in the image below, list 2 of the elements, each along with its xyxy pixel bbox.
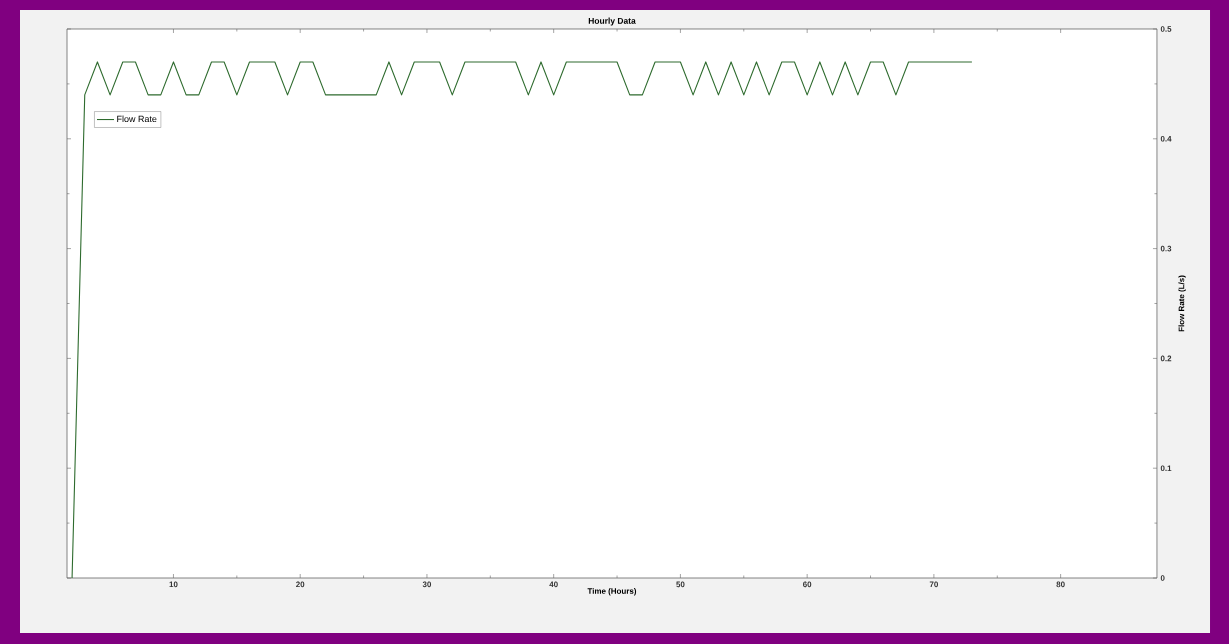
chart-title: Hourly Data bbox=[588, 17, 636, 26]
legend-label: Flow Rate bbox=[117, 115, 157, 123]
